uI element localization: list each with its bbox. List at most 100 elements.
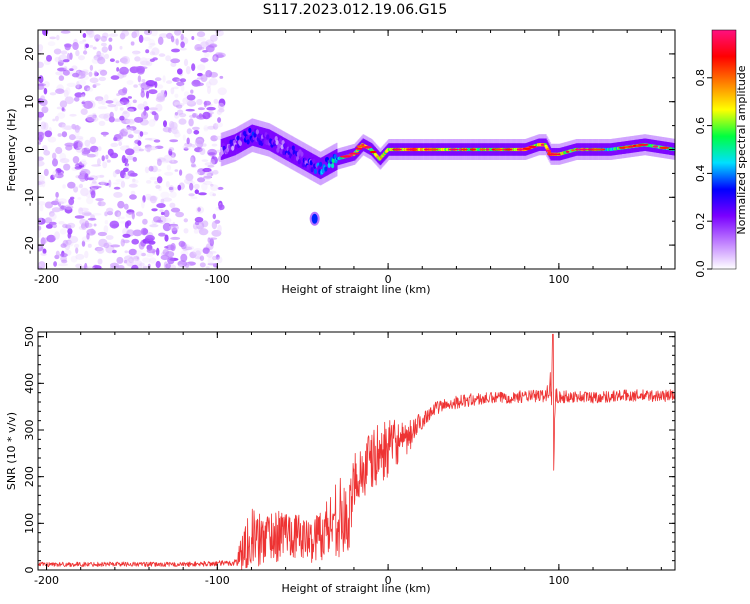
spectrogram-noise-cell — [137, 140, 142, 146]
spectrogram-noise-cell — [121, 111, 130, 119]
spectrogram-noise-cell — [89, 136, 97, 145]
spectrogram-noise-cell — [169, 139, 179, 143]
spectrogram-noise-cell — [174, 30, 182, 36]
spectrogram-noise-cell — [203, 171, 212, 181]
spectrogram-noise-cell — [193, 221, 201, 225]
spectrogram-noise-cell — [123, 110, 128, 115]
spectrogram-noise-cell — [40, 252, 47, 256]
spectrogram-noise-cell — [117, 212, 121, 220]
spectrogram-edge-cell — [263, 128, 265, 149]
spectrogram-noise-cell — [95, 96, 104, 102]
spectrogram-noise-cell — [218, 204, 225, 211]
spectrogram-noise-cell — [90, 228, 95, 235]
spectrogram-noise-cell — [70, 255, 78, 263]
spectrogram-noise-cell — [58, 122, 66, 128]
spectrogram-noise-cell — [96, 247, 105, 254]
spectrogram-noise-cell — [132, 156, 137, 162]
spectrogram-noise-cell — [83, 50, 88, 55]
spectrogram-noise-cell — [167, 127, 172, 133]
spectrogram-noise-cell — [156, 176, 163, 184]
spectrogram-peak-cell — [485, 148, 490, 151]
spectrogram-noise-cell — [138, 148, 145, 152]
spectrogram-noise-cell — [97, 98, 103, 105]
spectrogram-track-cell — [319, 161, 323, 167]
spectrogram-noise-cell — [78, 160, 88, 166]
spectrogram-noise-cell — [201, 220, 209, 228]
spectrogram-noise-cell — [112, 170, 117, 178]
spectrogram-peak-cell — [540, 143, 545, 146]
spectrogram-noise-cell — [174, 131, 181, 138]
spectrogram-y-ticks: 20 10 0 -10 -20 — [23, 29, 675, 270]
spectrogram-noise-cell — [109, 220, 120, 229]
spectrogram-noise-cell — [58, 75, 65, 81]
snr-x-ticks: -200 -100 0 100 — [34, 332, 662, 587]
spectrogram-noise-cell — [149, 42, 156, 46]
spectrogram-noise-cell — [68, 198, 75, 206]
spectrogram-noise-cell — [135, 211, 144, 217]
snr-y-tick-label: 0 — [23, 567, 36, 574]
spectrogram-edge-cell — [320, 157, 323, 179]
spectrogram-edge-cell — [325, 154, 328, 176]
spectrogram-noise-cell — [74, 92, 84, 98]
spectrogram-noise-cell — [67, 232, 72, 239]
spectrogram-peak-cell — [545, 149, 552, 152]
spectrogram-noise-cell — [186, 128, 193, 135]
spectrogram-noise-cell — [133, 116, 144, 123]
spectrogram-noise-cell — [208, 171, 214, 175]
spectrogram-x-tick-label: 0 — [385, 273, 392, 286]
spectrogram-noise-cell — [195, 250, 201, 258]
spectrogram-noise-cell — [145, 49, 150, 54]
spectrogram-noise-cell — [146, 248, 157, 254]
spectrogram-noise-cell — [100, 35, 108, 42]
spectrogram-noise-cell — [148, 107, 158, 111]
spectrogram-noise-cell — [147, 145, 158, 151]
spectrogram-edge-cell — [236, 133, 238, 155]
spectrogram-noise-cell — [108, 44, 113, 52]
spectrogram-track-cell — [278, 138, 283, 144]
spectrogram-noise-cell — [66, 82, 77, 88]
spectrogram-noise-cell — [86, 114, 97, 122]
spectrogram-noise-cell — [164, 234, 169, 242]
spectrogram-noise-cell — [94, 34, 101, 41]
spectrogram-noise-cell — [197, 177, 206, 183]
spectrogram-noise-cell — [105, 154, 109, 160]
spectrogram-noise-cell — [178, 113, 187, 118]
spectrogram-track-cell — [312, 158, 316, 164]
spectrogram-noise-cell — [151, 111, 157, 116]
spectrogram-noise-cell — [127, 108, 135, 113]
spectrogram-noise-cell — [122, 56, 128, 65]
spectrogram-noise-cell — [163, 154, 172, 163]
spectrogram-noise-cell — [194, 138, 204, 147]
spectrogram-noise-cell — [118, 141, 123, 146]
spectrogram-noise-cell — [61, 131, 68, 138]
spectrogram-noise-cell — [54, 56, 62, 63]
spectrogram-noise-cell — [54, 115, 59, 122]
spectrogram-noise-cell — [170, 121, 178, 131]
spectrogram-noise-cell — [110, 262, 119, 268]
spectrogram-noise-cell — [139, 262, 145, 267]
spectrogram-track-cell — [297, 159, 301, 165]
spectrogram-noise-cell — [51, 207, 62, 213]
spectrogram-noise-cell — [88, 30, 95, 33]
spectrogram-noise-cell — [72, 156, 80, 164]
spectrogram-noise-cell — [158, 53, 166, 57]
spectrogram-noise-cell — [109, 111, 114, 119]
spectrogram-noise-cell — [189, 251, 197, 259]
spectrogram-noise-cell — [116, 93, 120, 97]
spectrogram-noise-cell — [131, 264, 139, 269]
spectrogram-edge-cell — [298, 146, 300, 168]
spectrogram-noise-cell — [60, 50, 68, 55]
spectrogram-noise-cell — [64, 204, 74, 210]
spectrogram-noise-cell — [137, 75, 142, 83]
spectrogram-noise-cell — [38, 44, 44, 52]
spectrogram-noise-cell — [180, 33, 184, 41]
spectrogram-noise-cell — [47, 136, 57, 143]
spectrogram-noise-cell — [194, 82, 204, 87]
spectrogram-noise-cell — [203, 127, 210, 130]
spectrogram-noise-cell — [196, 46, 205, 50]
snr-y-ticks: 0 100 200 300 400 500 — [23, 326, 675, 574]
spectrogram-noise-cell — [165, 217, 172, 223]
spectrogram-noise-cell — [164, 171, 174, 176]
